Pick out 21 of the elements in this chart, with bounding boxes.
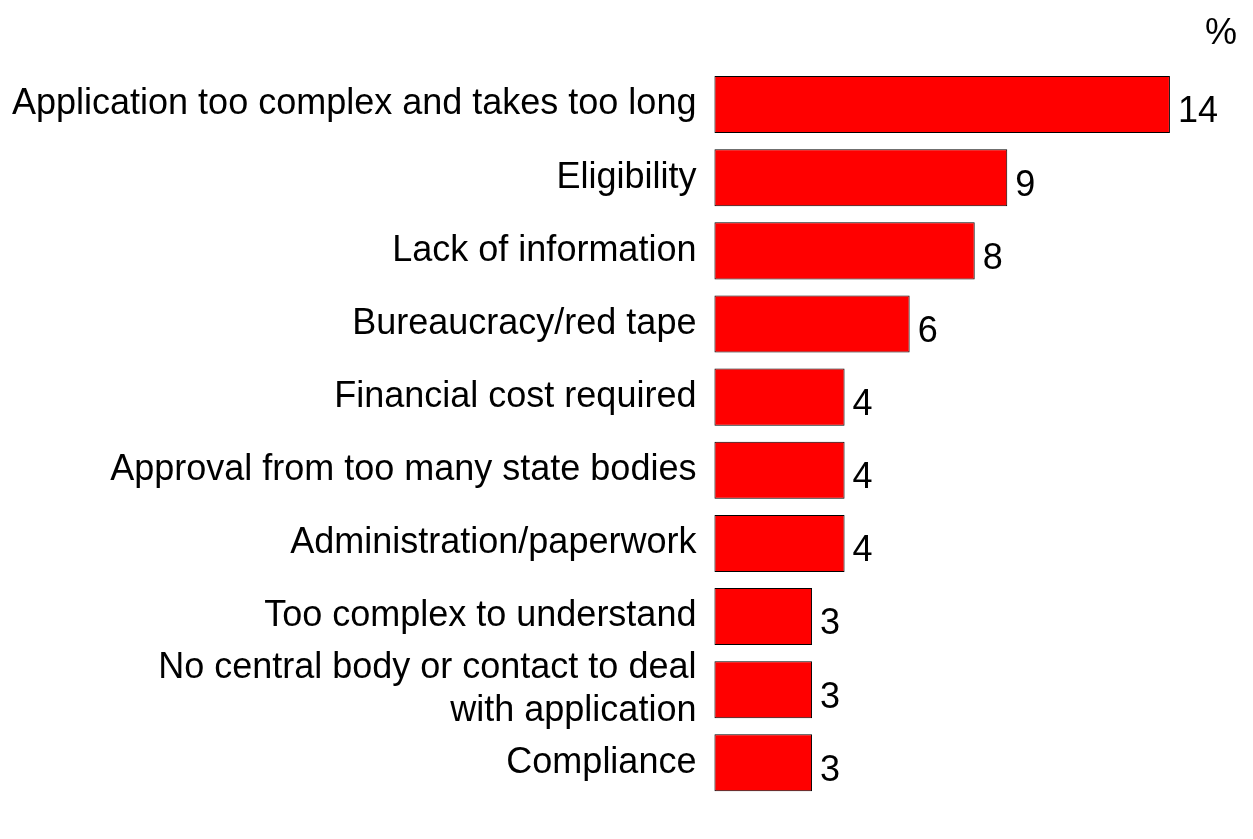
y-tick-label: No central body or contact to deal with application <box>158 645 697 730</box>
data-label: 4 <box>852 455 873 497</box>
data-label: 8 <box>982 235 1003 277</box>
data-label: 3 <box>820 747 841 789</box>
y-tick-label: Bureaucracy/red tape <box>352 300 697 342</box>
y-tick-label: Administration/paperwork <box>290 520 698 562</box>
y-tick-label: Too complex to understand <box>264 593 697 635</box>
data-label: 3 <box>820 601 841 643</box>
data-label: 4 <box>852 528 873 570</box>
data-label: 14 <box>1177 89 1218 131</box>
y-tick-label: Compliance <box>506 739 697 781</box>
data-label: 4 <box>852 382 873 424</box>
y-tick-label: Approval from too many state bodies <box>110 447 697 489</box>
data-label: 3 <box>820 674 841 716</box>
y-tick-label: Application too complex and takes too long <box>11 81 697 123</box>
y-tick-label: Financial cost required <box>334 374 697 416</box>
y-tick-label: Lack of information <box>392 227 697 269</box>
data-label: 6 <box>917 308 938 350</box>
text: % <box>1204 10 1237 52</box>
y-tick-label: Eligibility <box>556 154 697 196</box>
data-label: 9 <box>1015 162 1036 204</box>
